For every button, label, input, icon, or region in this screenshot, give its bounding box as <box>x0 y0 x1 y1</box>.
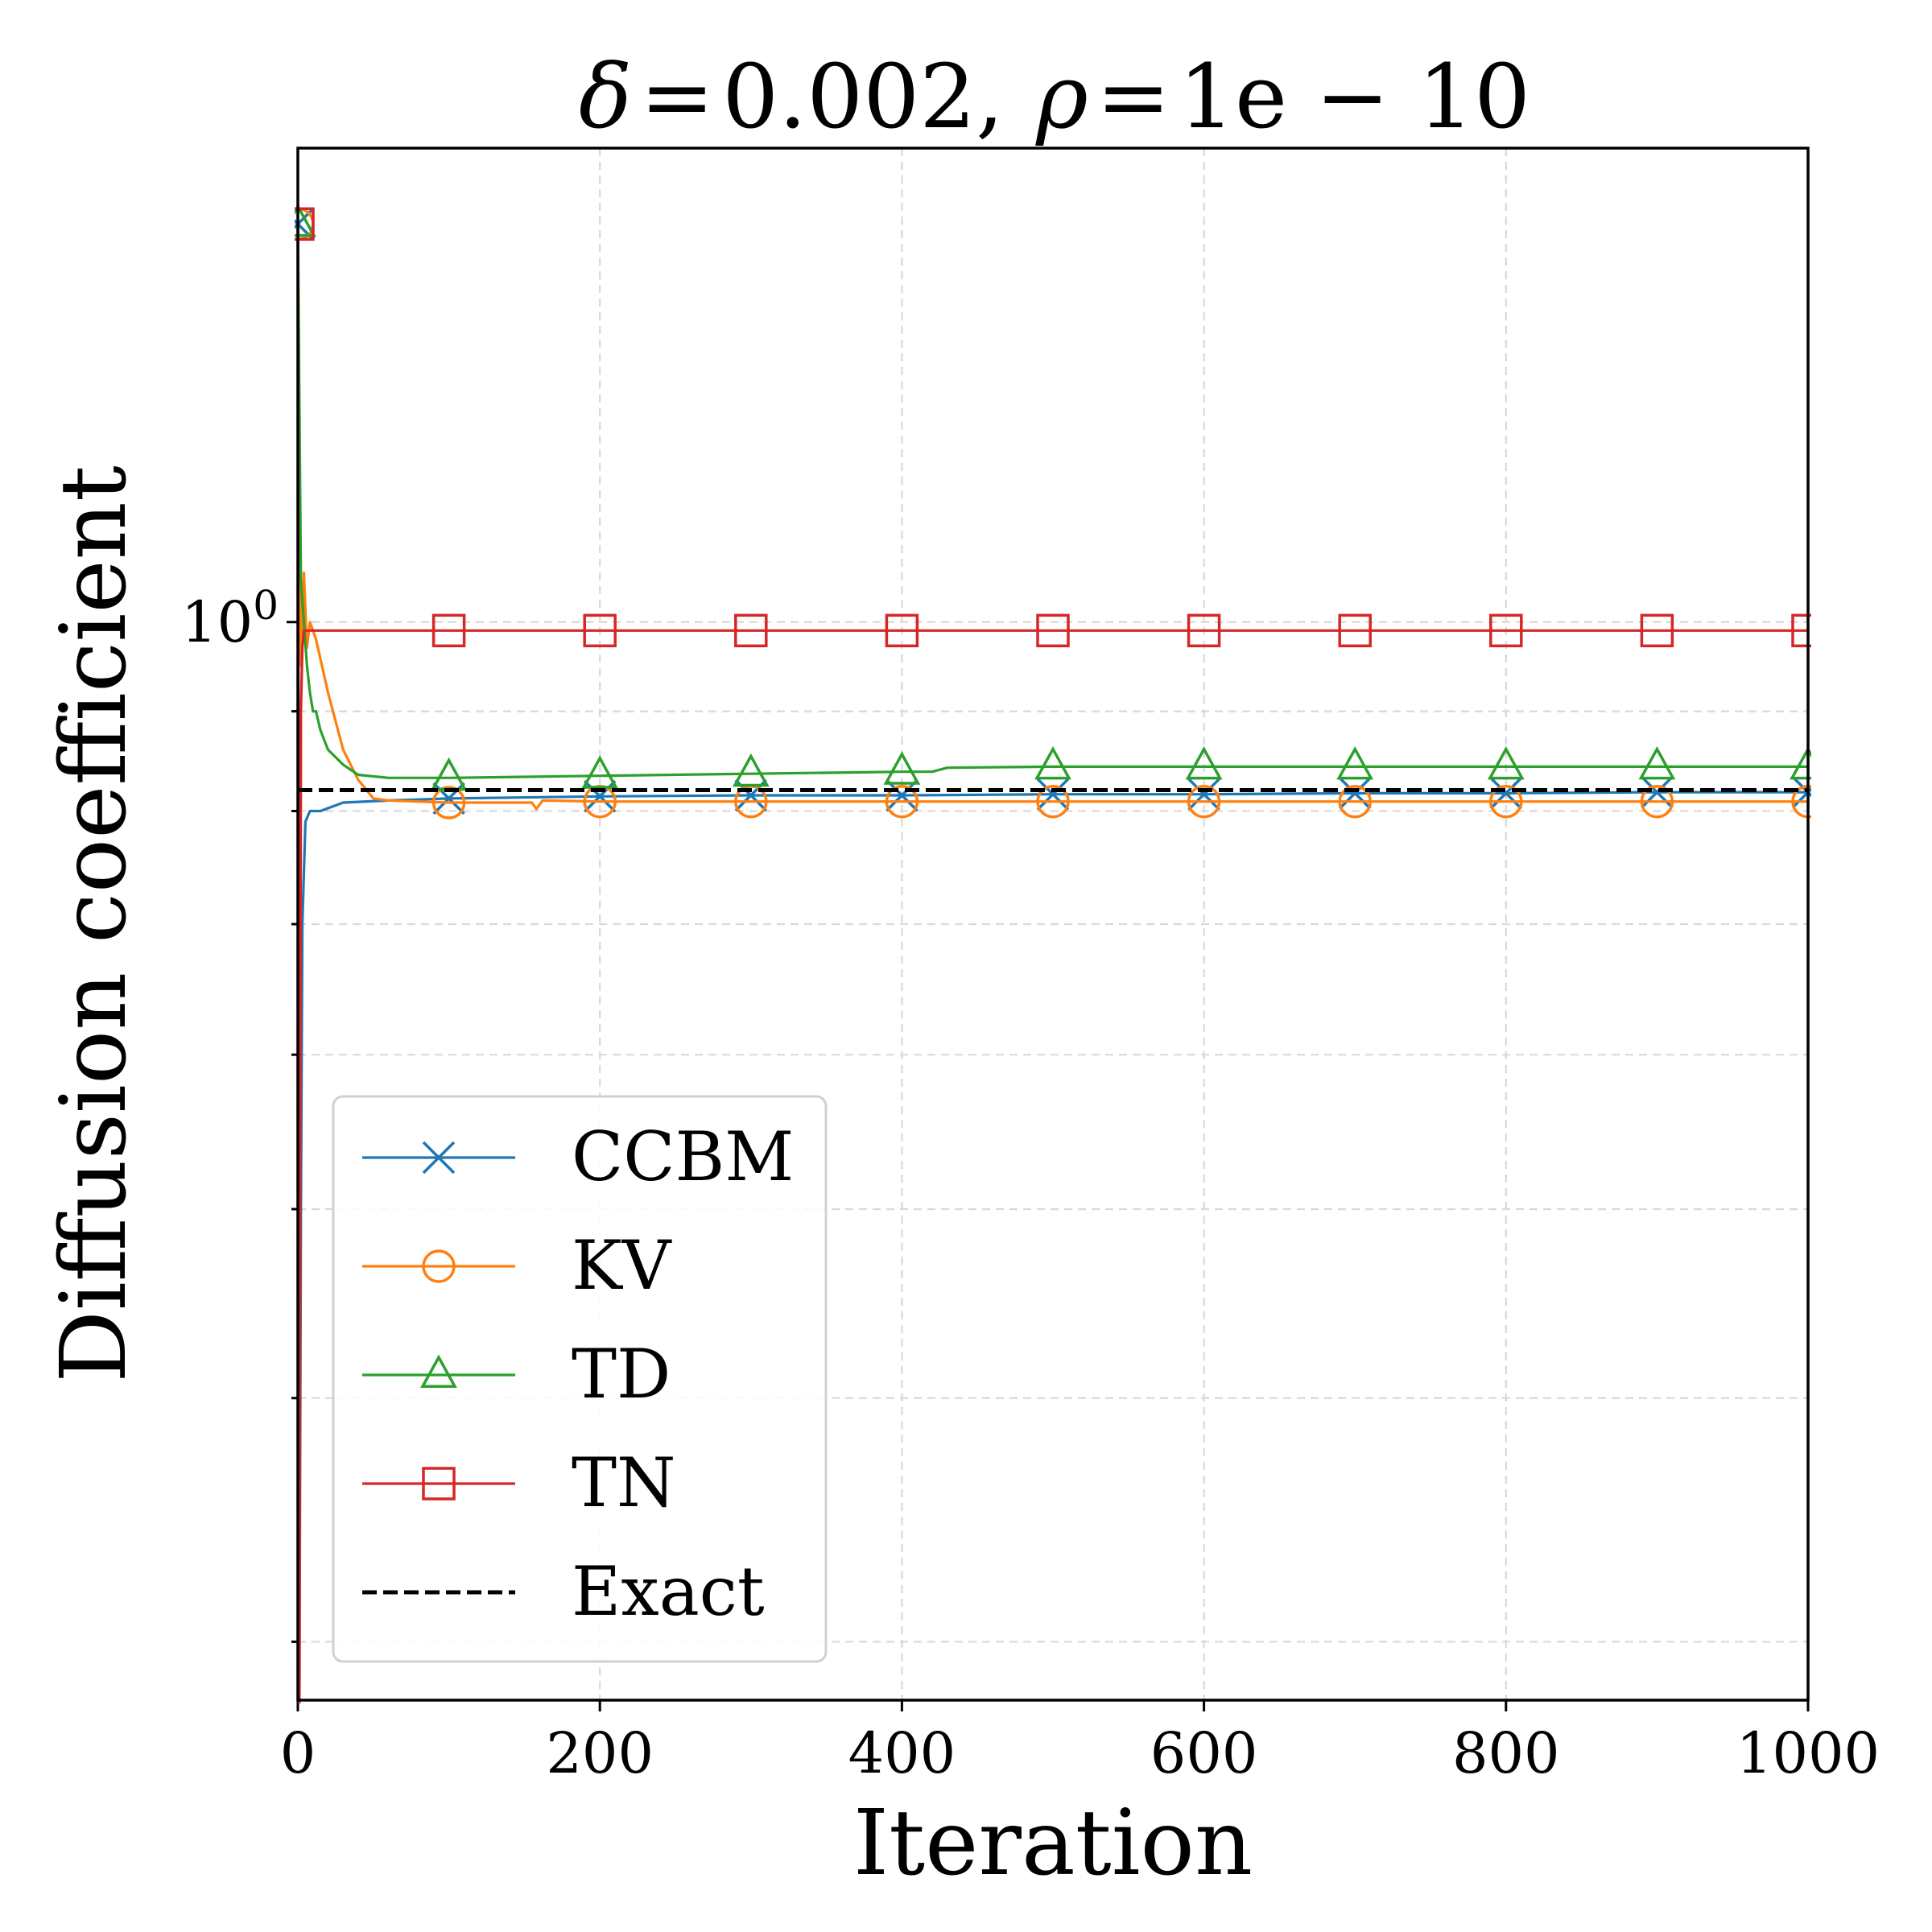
legend-item-exact: Exact <box>362 1552 765 1631</box>
x-tick-label: 600 <box>1150 1720 1258 1786</box>
marker-tn <box>1640 613 1674 648</box>
y-tick-label-major: 100 <box>181 582 279 655</box>
legend-label-exact: Exact <box>572 1552 765 1631</box>
x-tick-label: 200 <box>546 1720 654 1786</box>
x-axis-label: Iteration <box>853 1791 1253 1896</box>
series-ccbm <box>295 208 1811 1702</box>
x-tick-label: 0 <box>280 1720 316 1786</box>
legend-label-td: TD <box>572 1335 671 1414</box>
x-tick-label: 400 <box>848 1720 956 1786</box>
marker-tn <box>431 613 466 648</box>
series-line-tn <box>296 224 1808 1703</box>
x-tick-label: 1000 <box>1736 1720 1880 1786</box>
marker-tn <box>1036 613 1070 648</box>
marker-kv <box>1187 784 1221 819</box>
legend-label-tn: TN <box>572 1443 676 1522</box>
marker-td <box>1034 745 1071 780</box>
legend-marker-td <box>420 1354 457 1388</box>
marker-kv <box>1489 784 1523 819</box>
marker-tn <box>1489 613 1523 648</box>
marker-td <box>1638 745 1676 780</box>
series-line-kv <box>296 224 1808 811</box>
axis-ticks: 0 200 400 600 800 1000 <box>280 621 1880 1786</box>
legend-item-tn: TN <box>362 1443 676 1522</box>
marker-td <box>1487 745 1525 780</box>
marker-td <box>1185 745 1223 780</box>
legend-item-td: TD <box>362 1335 671 1414</box>
marker-kv <box>1036 784 1070 819</box>
series-kv <box>295 207 1811 819</box>
chart-title: δ=0.002, ρ=1e − 10 <box>579 45 1530 148</box>
legend-item-ccbm: CCBM <box>362 1117 794 1196</box>
marker-ccbm <box>1036 778 1070 811</box>
marker-td <box>883 751 921 785</box>
marker-tn <box>1187 613 1221 648</box>
marker-kv <box>1640 784 1674 819</box>
legend-label-ccbm: CCBM <box>572 1117 794 1196</box>
legend-box <box>332 1095 828 1663</box>
marker-kv <box>885 784 919 819</box>
legend-marker-tn <box>422 1467 456 1501</box>
legend: CCBM KV TD TN Exact <box>332 1095 828 1663</box>
marker-td <box>732 753 770 787</box>
legend-marker-kv <box>422 1249 456 1283</box>
marker-ccbm <box>1338 777 1372 810</box>
marker-ccbm <box>886 778 919 812</box>
marker-tn <box>734 613 768 648</box>
marker-td <box>1336 745 1374 780</box>
marker-tn <box>583 613 617 648</box>
marker-tn <box>885 613 919 648</box>
legend-item-kv: KV <box>362 1226 672 1305</box>
legend-label-kv: KV <box>572 1226 672 1305</box>
marker-kv <box>431 786 466 819</box>
marker-ccbm <box>1187 778 1220 811</box>
plot-frame <box>296 147 1810 1702</box>
marker-td <box>581 755 619 789</box>
series-line-td <box>296 224 1808 779</box>
marker-kv <box>1338 784 1372 819</box>
marker-tn <box>1338 613 1372 648</box>
marker-ccbm <box>1489 777 1523 810</box>
x-tick-label: 800 <box>1452 1720 1560 1786</box>
y-axis-label: Diffusion coefficient <box>42 465 147 1383</box>
legend-marker-ccbm <box>422 1141 456 1174</box>
